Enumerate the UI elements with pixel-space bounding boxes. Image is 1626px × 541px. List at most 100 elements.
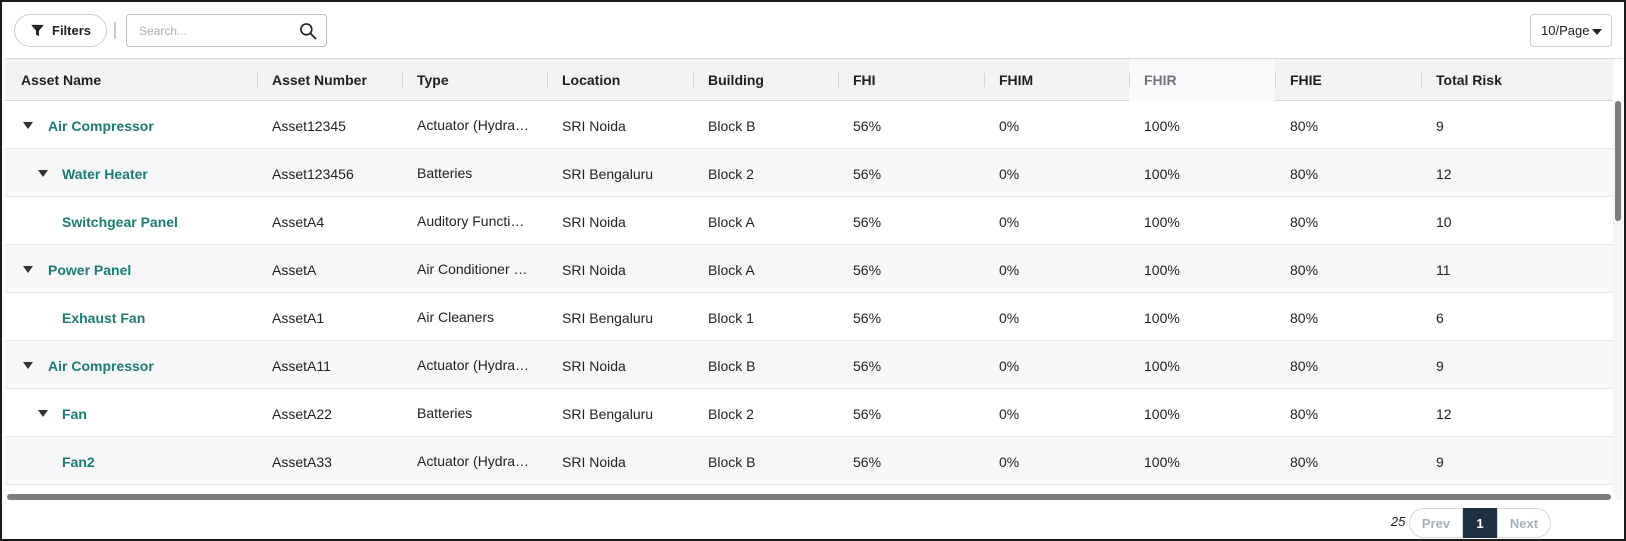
table-row[interactable]: Fan2 AssetA33 Actuator (Hydraulic) SRI Noid…: [5, 437, 1613, 485]
asset-name-link[interactable]: Fan: [62, 405, 87, 422]
column-highlight: [1129, 59, 1275, 101]
column-header-fhir[interactable]: FHIR: [1144, 72, 1177, 88]
column-header-building[interactable]: Building: [708, 72, 764, 88]
cell-type: Actuator (Hydraulic): [417, 117, 532, 133]
column-resize-handle[interactable]: [693, 73, 694, 87]
cell-type: Actuator (Hydraulic): [417, 357, 532, 373]
vertical-scroll-thumb[interactable]: [1615, 101, 1621, 221]
column-header-fhie[interactable]: FHIE: [1290, 72, 1322, 88]
cell-total-risk: 9: [1436, 453, 1444, 470]
cell-type: Actuator (Hydraulic): [417, 453, 532, 469]
cell-fhie: 80%: [1290, 357, 1319, 374]
column-resize-handle[interactable]: [547, 73, 548, 87]
cell-fhie: 80%: [1290, 453, 1319, 470]
search-input[interactable]: [139, 22, 289, 40]
asset-name-link[interactable]: Air Compressor: [48, 117, 154, 134]
cell-asset-number: AssetA1: [272, 309, 325, 326]
cell-location: SRI Bengaluru: [562, 309, 654, 326]
cell-fhim: 0%: [999, 453, 1020, 470]
cell-fhir: 100%: [1144, 165, 1180, 182]
column-resize-handle[interactable]: [257, 73, 258, 87]
table-row[interactable]: Switchgear Panel AssetA4 Auditory Function…: [5, 197, 1613, 245]
next-page-button[interactable]: Next: [1497, 508, 1551, 538]
column-resize-handle[interactable]: [1275, 73, 1276, 87]
cell-fhi: 56%: [853, 405, 882, 422]
search-box[interactable]: [126, 14, 327, 47]
caret-down-icon: [1592, 29, 1602, 35]
cell-fhi: 56%: [853, 357, 882, 374]
table-row[interactable]: Exhaust Fan AssetA1 Air Cleaners SRI Bengal…: [5, 293, 1613, 341]
cell-fhim: 0%: [999, 117, 1020, 134]
cell-type: Air Conditioner (boiler): [417, 261, 532, 277]
cell-building: Block B: [708, 453, 756, 470]
cell-asset-number: AssetA33: [272, 453, 332, 470]
asset-name-link[interactable]: Exhaust Fan: [62, 309, 146, 326]
table-row[interactable]: Water Heater Asset123456 Batteries SRI Beng…: [5, 149, 1613, 197]
cell-fhi: 56%: [853, 117, 882, 134]
column-resize-handle[interactable]: [1421, 73, 1422, 87]
asset-name-link[interactable]: Power Panel: [48, 261, 132, 278]
cell-building: Block A: [708, 213, 755, 230]
asset-name-link[interactable]: Air Compressor: [48, 357, 154, 374]
cell-location: SRI Noida: [562, 261, 626, 278]
table-row[interactable]: Air Compressor Asset12345 Actuator (Hydrau…: [5, 101, 1613, 149]
cell-building: Block 2: [708, 405, 754, 422]
expand-toggle-icon[interactable]: [38, 410, 48, 417]
vertical-scrollbar[interactable]: [1613, 101, 1623, 500]
cell-fhir: 100%: [1144, 213, 1180, 230]
cell-location: SRI Noida: [562, 453, 626, 470]
expand-toggle-icon[interactable]: [38, 170, 48, 177]
column-header-asset-number[interactable]: Asset Number: [272, 72, 367, 88]
cell-total-risk: 12: [1436, 165, 1452, 182]
table-row[interactable]: Air Compressor AssetA11 Actuator (Hydrauli…: [5, 341, 1613, 389]
filters-button-label: Filters: [52, 23, 92, 38]
cell-asset-number: AssetA: [272, 261, 317, 278]
cell-asset-number: AssetA4: [272, 213, 325, 230]
per-page-value: 10/Page: [1541, 23, 1590, 38]
cell-location: SRI Noida: [562, 357, 626, 374]
asset-name-link[interactable]: Switchgear Panel: [62, 213, 178, 230]
expand-toggle-icon[interactable]: [23, 266, 33, 273]
cell-fhim: 0%: [999, 261, 1020, 278]
column-header-total-risk[interactable]: Total Risk: [1436, 72, 1502, 88]
cell-fhie: 80%: [1290, 117, 1319, 134]
column-resize-handle[interactable]: [838, 73, 839, 87]
cell-location: SRI Bengaluru: [562, 165, 654, 182]
cell-location: SRI Noida: [562, 117, 626, 134]
column-header-location[interactable]: Location: [562, 72, 621, 88]
filters-button[interactable]: Filters: [14, 14, 107, 47]
toolbar-divider: [114, 22, 116, 39]
cell-fhir: 100%: [1144, 117, 1180, 134]
column-header-fhim[interactable]: FHIM: [999, 72, 1034, 88]
cell-fhir: 100%: [1144, 309, 1180, 326]
cell-fhi: 56%: [853, 165, 882, 182]
column-resize-handle[interactable]: [1129, 73, 1130, 87]
cell-fhim: 0%: [999, 165, 1020, 182]
prev-page-button[interactable]: Prev: [1409, 508, 1463, 538]
table-row[interactable]: Power Panel AssetA Air Conditioner (boiler…: [5, 245, 1613, 293]
horizontal-scroll-thumb[interactable]: [7, 494, 1611, 500]
search-icon[interactable]: [298, 21, 318, 41]
cell-fhim: 0%: [999, 309, 1020, 326]
pagination: Prev 1 Next: [1409, 508, 1551, 538]
column-header-fhi[interactable]: FHI: [853, 72, 876, 88]
page-1-button[interactable]: 1: [1463, 508, 1497, 538]
cell-asset-number: Asset123456: [272, 165, 354, 182]
asset-name-link[interactable]: Fan2: [62, 453, 95, 470]
per-page-select[interactable]: 10/Page: [1530, 14, 1612, 47]
column-resize-handle[interactable]: [402, 73, 403, 87]
cell-fhir: 100%: [1144, 261, 1180, 278]
cell-type: Auditory Functions: [417, 213, 532, 229]
cell-building: Block A: [708, 261, 755, 278]
cell-fhir: 100%: [1144, 453, 1180, 470]
asset-name-link[interactable]: Water Heater: [62, 165, 148, 182]
horizontal-scrollbar[interactable]: [5, 493, 1615, 500]
table-row[interactable]: Fan AssetA22 Batteries SRI Bengaluru Block 2…: [5, 389, 1613, 437]
expand-toggle-icon[interactable]: [23, 362, 33, 369]
column-header-asset-name[interactable]: Asset Name: [21, 72, 102, 88]
expand-toggle-icon[interactable]: [23, 122, 33, 129]
column-resize-handle[interactable]: [984, 73, 985, 87]
column-header-type[interactable]: Type: [417, 72, 449, 88]
asset-table: Asset Name Asset Number Type Location Buildi…: [5, 58, 1623, 500]
cell-fhi: 56%: [853, 453, 882, 470]
